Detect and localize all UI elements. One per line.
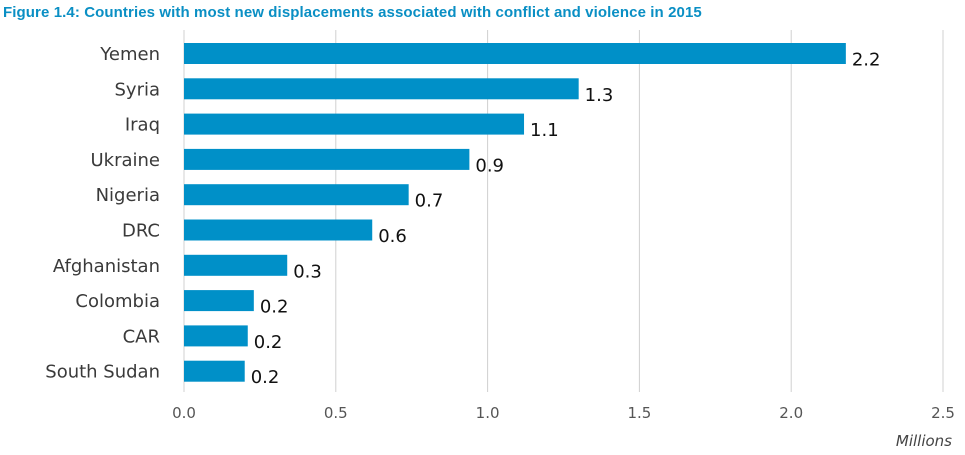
x-axis-label: Millions (896, 432, 952, 450)
category-label: South Sudan (45, 362, 160, 383)
bar (184, 148, 470, 170)
x-tick-label: 0.5 (324, 404, 348, 422)
category-label: Ukraine (90, 150, 160, 171)
bar (184, 113, 525, 135)
bar (184, 43, 846, 64)
x-tick-label: 0.0 (172, 404, 196, 422)
x-tick-label: 1.0 (476, 404, 500, 422)
data-label: 0.2 (254, 332, 283, 353)
category-label: Afghanistan (53, 256, 160, 277)
x-tick-label: 2.5 (931, 404, 955, 422)
data-label: 0.9 (475, 155, 504, 176)
data-label: 0.2 (260, 297, 289, 318)
bar (184, 184, 409, 206)
bar (184, 360, 245, 382)
chart-title: Figure 1.4: Countries with most new disp… (3, 4, 702, 21)
data-label: 0.7 (415, 191, 444, 212)
category-label: Syria (114, 79, 160, 100)
category-label: Yemen (99, 44, 160, 65)
data-label: 2.2 (852, 50, 881, 71)
category-label: CAR (123, 326, 160, 347)
bar (184, 254, 288, 276)
bar (184, 78, 579, 100)
data-label: 1.3 (585, 85, 614, 106)
data-label: 0.2 (251, 367, 280, 388)
category-label: Nigeria (96, 185, 160, 206)
x-tick-label: 1.5 (627, 404, 651, 422)
bar (184, 325, 248, 347)
category-label: Iraq (125, 115, 160, 136)
category-label: DRC (122, 221, 160, 242)
data-label: 0.3 (293, 261, 322, 282)
bar (184, 219, 373, 241)
bar (184, 290, 254, 312)
x-tick-label: 2.0 (779, 404, 803, 422)
category-label: Colombia (75, 291, 160, 312)
data-label: 0.6 (378, 226, 407, 247)
data-label: 1.1 (530, 120, 559, 141)
